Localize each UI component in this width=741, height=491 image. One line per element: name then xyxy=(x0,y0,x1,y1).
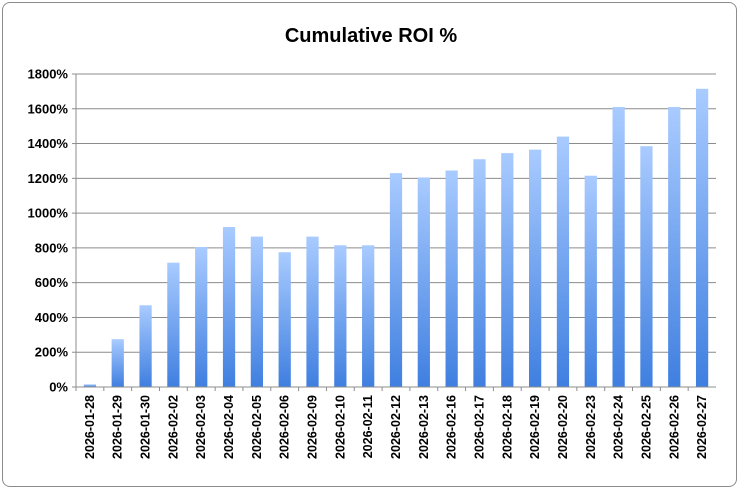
x-tick-label: 2026-02-03 xyxy=(194,395,208,459)
bar xyxy=(668,107,681,388)
bar xyxy=(417,177,430,387)
x-tick-label: 2026-02-23 xyxy=(584,395,598,459)
y-tick-label: 200% xyxy=(35,345,69,360)
bar xyxy=(389,173,403,387)
x-tick-label: 2026-02-04 xyxy=(222,395,236,459)
bar xyxy=(195,247,208,387)
x-tick-label: 2026-02-19 xyxy=(528,395,542,459)
x-tick-label: 2026-02-17 xyxy=(472,395,486,459)
x-tick-label: 2026-02-11 xyxy=(361,395,375,458)
x-tick-label: 2026-02-12 xyxy=(389,395,403,459)
y-tick-label: 400% xyxy=(35,310,69,325)
bar xyxy=(83,384,97,387)
x-tick-label: 2026-01-29 xyxy=(111,395,125,459)
bar xyxy=(529,149,542,387)
x-tick-label: 2026-02-20 xyxy=(556,395,570,459)
bar xyxy=(167,262,180,387)
x-tick-label: 2026-02-10 xyxy=(333,395,347,459)
x-tick-label: 2026-01-30 xyxy=(139,395,153,459)
chart-title: Cumulative ROI % xyxy=(285,25,457,47)
y-tick-label: 1600% xyxy=(28,101,69,116)
y-tick-label: 600% xyxy=(35,275,69,290)
x-tick-label: 2026-02-09 xyxy=(306,395,320,459)
bar xyxy=(306,236,319,387)
bar xyxy=(501,153,514,387)
bar xyxy=(139,305,152,387)
x-tick-label: 2026-02-18 xyxy=(500,395,514,459)
x-tick-label: 2026-02-05 xyxy=(250,395,264,459)
x-tick-label: 2026-01-28 xyxy=(83,395,97,459)
bar xyxy=(111,339,124,387)
bar xyxy=(250,236,263,387)
y-tick-label: 800% xyxy=(35,240,69,255)
y-axis-ticks: 0% 200% 400% 600% 800% 1000% 1200% 1400% 1600% 18… xyxy=(28,67,76,395)
x-tick-label: 2026-02-06 xyxy=(278,395,292,459)
x-tick-label: 2026-02-24 xyxy=(612,395,626,459)
x-tick-label: 2026-02-02 xyxy=(166,395,180,459)
bar xyxy=(334,245,347,387)
x-tick-label: 2026-02-25 xyxy=(639,395,653,459)
bar xyxy=(640,146,653,387)
bar xyxy=(612,107,625,388)
y-tick-label: 1200% xyxy=(28,171,69,186)
y-tick-label: 1800% xyxy=(28,67,69,82)
y-tick-label: 0% xyxy=(49,380,68,395)
x-tick-label: 2026-02-26 xyxy=(667,395,681,459)
bar xyxy=(362,245,375,387)
bars xyxy=(83,88,709,388)
bar xyxy=(445,170,458,387)
bar xyxy=(473,159,486,387)
bar xyxy=(556,136,570,387)
y-tick-label: 1000% xyxy=(28,206,69,221)
bar xyxy=(222,227,236,387)
x-axis-ticks: 2026-01-28 2026-01-29 2026-01-30 2026-02-02… xyxy=(75,387,709,459)
bar xyxy=(695,88,709,388)
y-tick-label: 1400% xyxy=(28,136,69,151)
x-tick-label: 2026-02-13 xyxy=(417,395,431,459)
x-tick-label: 2026-02-27 xyxy=(695,395,709,459)
x-tick-label: 2026-02-16 xyxy=(445,395,459,459)
bar xyxy=(278,252,291,387)
bar xyxy=(584,175,597,387)
